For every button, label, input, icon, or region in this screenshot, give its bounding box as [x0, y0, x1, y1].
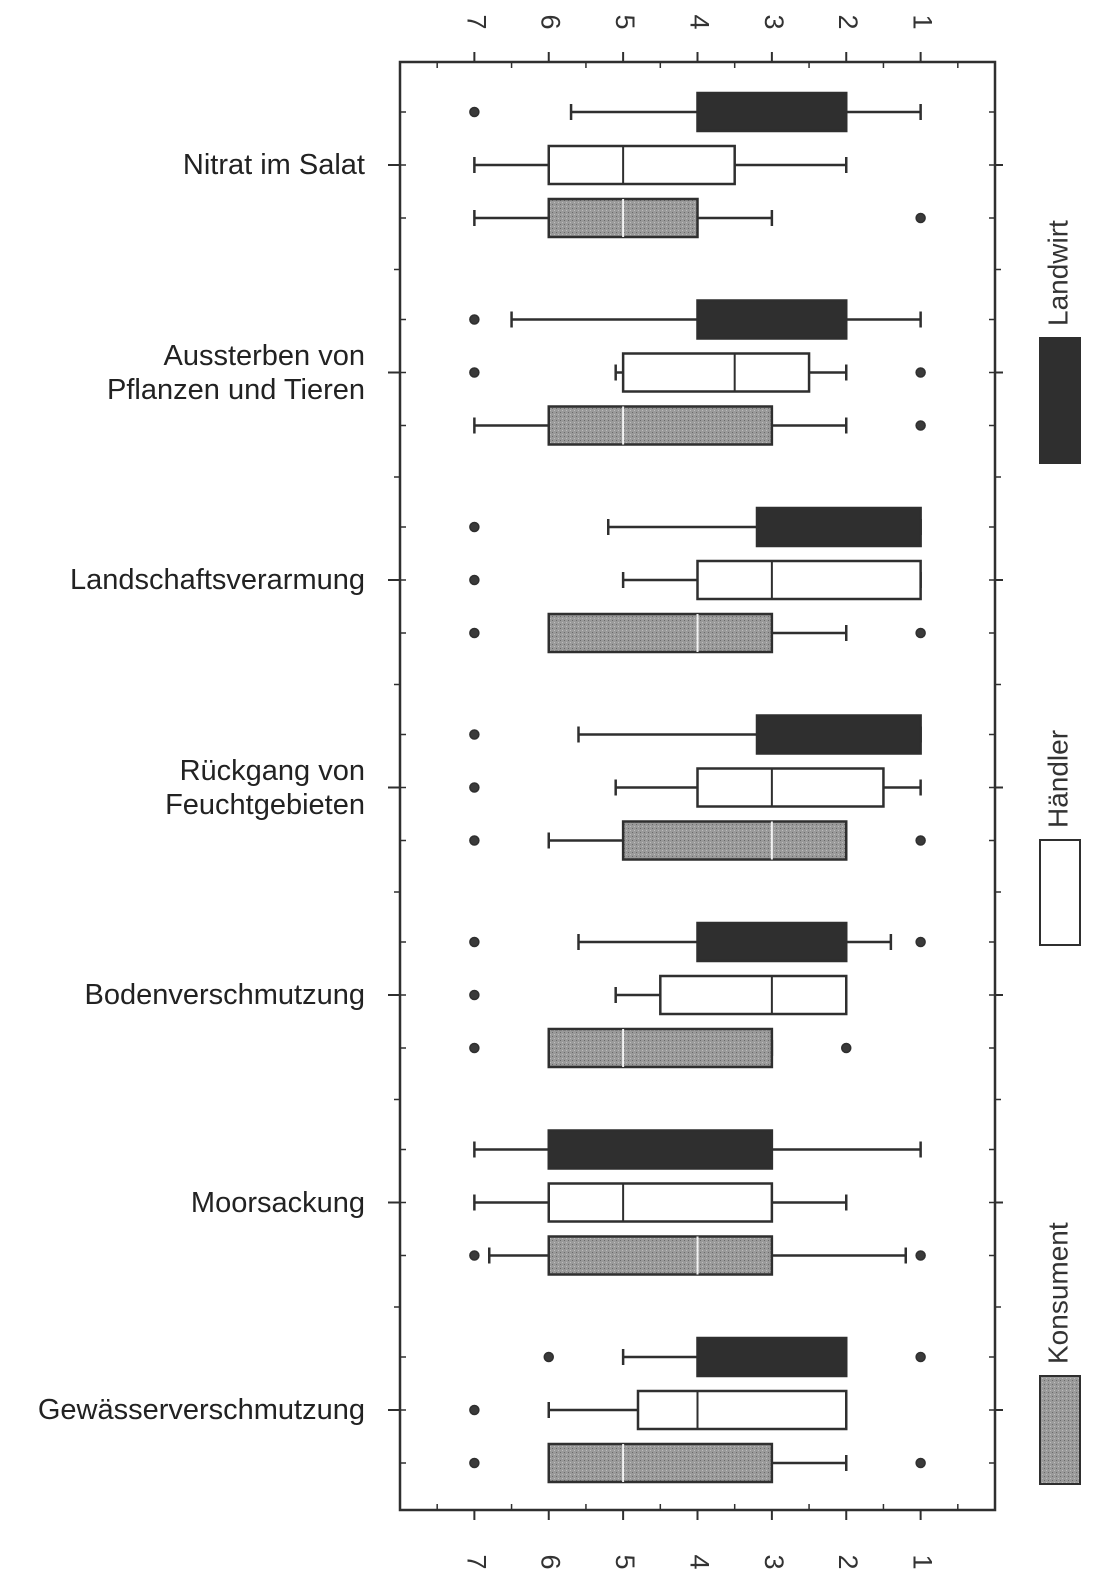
- box-konsument: [547, 405, 774, 446]
- box-händler: [696, 767, 885, 808]
- outlier-point: [469, 1457, 480, 1469]
- outlier-point: [915, 1351, 926, 1363]
- legend-swatch-händler: [1039, 839, 1081, 946]
- outlier-point: [469, 835, 480, 846]
- category-label-line: Nitrat im Salat: [182, 149, 365, 181]
- outlier-point: [469, 782, 480, 793]
- legend-label-konsument: Konsument: [1042, 1222, 1073, 1364]
- bottom-tick-label: 7: [461, 1554, 491, 1569]
- category-label: Bodenverschmutzung: [85, 978, 366, 1012]
- category-label: Rückgang von Feuchtgebieten: [165, 754, 365, 822]
- category-label: Gewässerverschmutzung: [38, 1393, 365, 1427]
- box-landwirt: [696, 299, 848, 340]
- legend-swatch-landwirt: [1039, 337, 1081, 464]
- bottom-tick-label: 2: [833, 1554, 863, 1569]
- legend-swatch-konsument: [1039, 1375, 1081, 1485]
- box-händler: [621, 352, 811, 393]
- bottom-tick-label: 3: [759, 1554, 789, 1569]
- outlier-point: [469, 367, 480, 378]
- outlier-point: [469, 574, 480, 586]
- bottom-tick-label: 6: [536, 1554, 566, 1569]
- box-konsument: [547, 1027, 774, 1069]
- outlier-point: [915, 627, 926, 639]
- outlier-point: [841, 1042, 852, 1054]
- bottom-tick-label: 1: [908, 1554, 938, 1569]
- category-label-line: Aussterben von: [163, 339, 365, 372]
- box-konsument: [547, 1442, 774, 1484]
- category-label-line: Feuchtgebieten: [165, 788, 365, 821]
- outlier-point: [915, 367, 926, 378]
- outlier-point: [915, 212, 926, 224]
- box-konsument: [621, 820, 848, 861]
- box-konsument: [547, 1235, 774, 1276]
- box-landwirt: [696, 1336, 848, 1378]
- outlier-point: [469, 521, 480, 533]
- box-händler: [636, 1389, 848, 1431]
- category-label: Moorsackung: [191, 1186, 365, 1220]
- box-landwirt: [547, 1129, 774, 1170]
- legend-label-händler: Händler: [1042, 730, 1073, 828]
- category-label: Aussterben von Pflanzen und Tieren: [107, 339, 365, 407]
- outlier-point: [469, 314, 480, 325]
- category-label-line: Landschaftsverarmung: [70, 564, 365, 596]
- box-händler: [547, 144, 736, 186]
- top-tick-label: 2: [833, 14, 863, 29]
- bottom-tick-label: 5: [610, 1554, 640, 1569]
- box-landwirt: [696, 921, 848, 963]
- outlier-point: [469, 1042, 480, 1054]
- top-tick-label: 5: [610, 14, 640, 29]
- category-label: Landschaftsverarmung: [70, 563, 365, 597]
- category-label-line: Pflanzen und Tieren: [107, 373, 365, 406]
- category-label-line: Gewässerverschmutzung: [37, 1394, 365, 1426]
- box-händler: [547, 1182, 774, 1223]
- outlier-point: [469, 936, 480, 948]
- outlier-point: [915, 420, 926, 431]
- legend-label-landwirt: Landwirt: [1042, 220, 1073, 326]
- outlier-point: [915, 936, 926, 948]
- outlier-point: [915, 835, 926, 846]
- outlier-point: [469, 106, 480, 118]
- outlier-point: [469, 1250, 480, 1261]
- outlier-point: [469, 1404, 480, 1416]
- top-tick-label: 7: [461, 14, 491, 29]
- category-label: Nitrat im Salat: [183, 148, 365, 182]
- box-händler: [659, 974, 848, 1016]
- top-tick-label: 4: [684, 14, 714, 29]
- outlier-point: [469, 627, 480, 639]
- category-label-line: Bodenverschmutzung: [84, 979, 366, 1011]
- bottom-tick-label: 4: [684, 1554, 714, 1569]
- category-label-line: Rückgang von: [179, 754, 365, 787]
- top-tick-label: 1: [908, 14, 938, 29]
- top-tick-label: 3: [759, 14, 789, 29]
- outlier-point: [915, 1457, 926, 1469]
- box-landwirt: [755, 506, 922, 548]
- box-konsument: [547, 612, 774, 654]
- box-händler: [696, 559, 922, 601]
- box-landwirt: [696, 91, 848, 133]
- box-landwirt: [755, 714, 922, 755]
- outlier-point: [469, 989, 480, 1001]
- top-tick-label: 6: [536, 14, 566, 29]
- outlier-point: [915, 1250, 926, 1261]
- category-label-line: Moorsackung: [190, 1186, 365, 1219]
- outlier-point: [469, 729, 480, 740]
- outlier-point: [543, 1351, 554, 1363]
